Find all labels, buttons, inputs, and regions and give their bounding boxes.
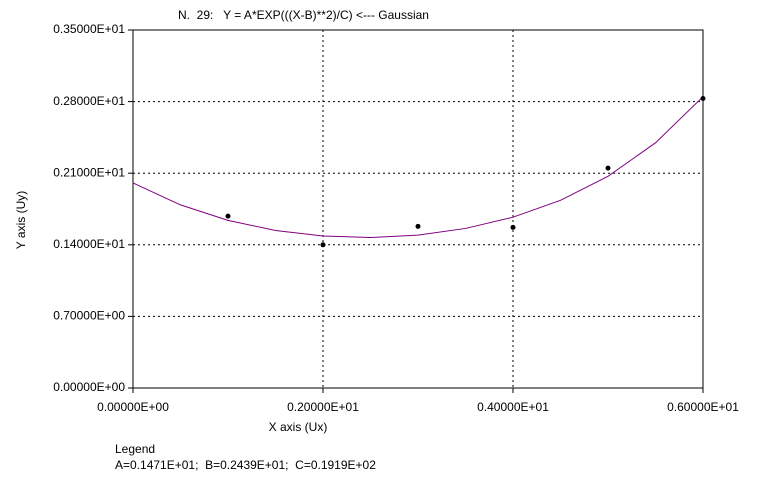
data-point (225, 213, 231, 219)
data-point (605, 165, 611, 171)
x-tick-label: 0.00000E+00 (97, 400, 169, 414)
x-tick-label: 0.40000E+01 (477, 400, 549, 414)
y-tick-label: 0.14000E+01 (53, 237, 125, 251)
data-point (320, 242, 326, 248)
data-point (510, 224, 516, 230)
y-tick-label: 0.70000E+00 (53, 309, 125, 323)
x-tick-label: 0.60000E+01 (667, 400, 739, 414)
y-tick-label: 0.21000E+01 (53, 165, 125, 179)
y-tick-label: 0.28000E+01 (53, 94, 125, 108)
y-tick-label: 0.35000E+01 (53, 22, 125, 36)
legend-text: A=0.1471E+01; B=0.2439E+01; C=0.1919E+02 (115, 458, 376, 472)
data-point (415, 223, 421, 229)
data-point (700, 96, 706, 102)
x-axis-label: X axis (Ux) (269, 420, 328, 434)
legend-title: Legend (115, 442, 155, 456)
fit-curve (132, 96, 704, 239)
x-tick-label: 0.20000E+01 (287, 400, 359, 414)
plot-frame (132, 29, 704, 389)
y-axis-label: Y axis (Uy) (14, 191, 28, 249)
y-tick-label: 0.00000E+00 (53, 380, 125, 394)
chart-title: N. 29: Y = A*EXP(((X-B)**2)/C) <--- Gaus… (178, 8, 429, 22)
